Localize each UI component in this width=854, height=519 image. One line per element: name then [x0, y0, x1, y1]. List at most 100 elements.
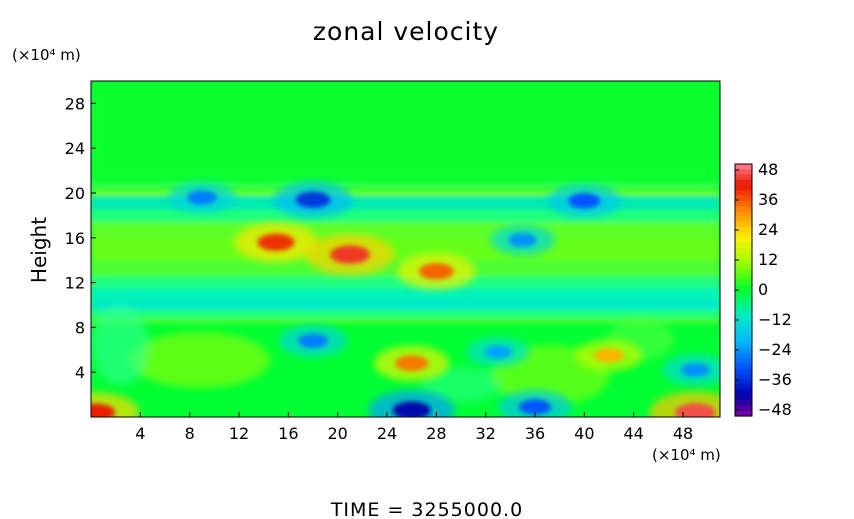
colorbar-cell: [735, 258, 752, 265]
colorbar-ticks: 48 36 24 12 0 −12 −24 −36 −48: [735, 160, 792, 419]
x-tick-label: 20: [327, 424, 347, 443]
plot-area: [90, 80, 721, 418]
colorbar-cell: [735, 227, 752, 233]
colorbar-cell: [735, 347, 752, 354]
x-tick-label: 48: [673, 424, 693, 443]
colorbar-cell: [735, 395, 752, 401]
x-tick-label: 44: [623, 424, 643, 443]
colorbar-tick-label: −36: [758, 370, 792, 389]
colorbar-cell: [735, 410, 752, 417]
colorbar-cell: [735, 379, 752, 386]
y-axis-unit: (×10⁴ m): [12, 46, 81, 64]
colorbar-cell: [735, 342, 752, 349]
colorbar-cell: [735, 279, 752, 286]
colorbar-cell: [735, 311, 752, 317]
feature-core: [330, 245, 370, 264]
chart-title: zonal velocity: [313, 17, 499, 46]
colorbar-cell: [735, 174, 752, 181]
feature-core: [680, 363, 710, 377]
x-tick-label: 40: [574, 424, 594, 443]
colorbar-cell: [735, 274, 752, 281]
colorbar-tick-label: 48: [758, 160, 778, 179]
feature-core: [484, 345, 512, 359]
colorbar-cell: [735, 332, 752, 338]
colorbar-tick-label: 12: [758, 250, 778, 269]
colorbar-cell: [735, 363, 752, 370]
colorbar-cell: [735, 316, 752, 323]
y-tick-label: 20: [65, 184, 85, 203]
x-tick-label: 24: [377, 424, 397, 443]
colorbar-tick-label: 36: [758, 190, 778, 209]
colorbar-cell: [735, 216, 752, 223]
colorbar-cell: [735, 164, 752, 170]
y-tick-label: 24: [65, 139, 85, 158]
colorbar-cell: [735, 305, 752, 312]
y-tick-label: 28: [65, 94, 85, 113]
x-tick-label: 32: [475, 424, 495, 443]
colorbar: 48 36 24 12 0 −12 −24 −36 −48: [734, 160, 792, 419]
colorbar-cells: [735, 164, 752, 417]
colorbar-cell: [735, 405, 752, 412]
colorbar-tick-label: 24: [758, 220, 778, 239]
y-tick-label: 12: [65, 274, 85, 293]
x-tick-label: 8: [185, 424, 195, 443]
colorbar-cell: [735, 206, 752, 212]
colorbar-cell: [735, 269, 752, 275]
lower-mottle: [92, 305, 674, 405]
feature-core: [594, 348, 624, 363]
colorbar-cell: [735, 211, 752, 218]
feature-core: [91, 403, 116, 417]
colorbar-tick-label: −12: [758, 310, 792, 329]
upper-region: [91, 81, 720, 181]
colorbar-cell: [735, 368, 752, 375]
colorbar-cell: [735, 374, 752, 380]
colorbar-cell: [735, 358, 752, 365]
feature-core: [568, 193, 601, 209]
x-tick-label: 36: [525, 424, 545, 443]
colorbar-cell: [735, 185, 752, 191]
y-tick-label: 8: [75, 318, 85, 337]
colorbar-cell: [735, 384, 752, 391]
time-label: TIME = 3255000.0: [330, 499, 523, 519]
colorbar-cell: [735, 326, 752, 333]
y-axis: 4 8 12 16 20 24 28: [65, 94, 96, 382]
feature-core: [418, 263, 454, 280]
colorbar-cell: [735, 248, 752, 254]
x-tick-label: 16: [278, 424, 298, 443]
feature-core: [394, 355, 429, 372]
colorbar-tick-label: 0: [758, 280, 768, 299]
colorbar-cell: [735, 284, 752, 291]
colorbar-cell: [735, 242, 752, 249]
colorbar-cell: [735, 221, 752, 228]
feature-core: [187, 190, 217, 205]
colorbar-tick-label: −48: [758, 400, 792, 419]
x-tick-label: 12: [229, 424, 249, 443]
feature-core: [295, 191, 331, 208]
colorbar-cell: [735, 290, 752, 296]
colorbar-cell: [735, 321, 752, 328]
feature-core: [257, 233, 295, 251]
x-axis-unit: (×10⁴ m): [652, 446, 721, 464]
colorbar-cell: [735, 190, 752, 197]
feature-core: [518, 399, 552, 415]
colorbar-cell: [735, 253, 752, 260]
colorbar-cell: [735, 295, 752, 302]
x-tick-label: 28: [426, 424, 446, 443]
colorbar-cell: [735, 300, 752, 307]
feature-core: [674, 403, 716, 417]
y-tick-label: 16: [65, 229, 85, 248]
colorbar-cell: [735, 169, 752, 176]
colorbar-cell: [735, 237, 752, 244]
plot-frame: [90, 80, 721, 418]
y-axis-label: Height: [27, 217, 51, 283]
colorbar-cell: [735, 195, 752, 202]
colorbar-cell: [735, 389, 752, 396]
colorbar-cell: [735, 232, 752, 239]
feature-core: [298, 333, 328, 348]
feature-core: [508, 233, 538, 247]
feature-core: [392, 401, 431, 417]
colorbar-cell: [735, 353, 752, 359]
colorbar-cell: [735, 179, 752, 186]
colorbar-cell: [735, 337, 752, 344]
